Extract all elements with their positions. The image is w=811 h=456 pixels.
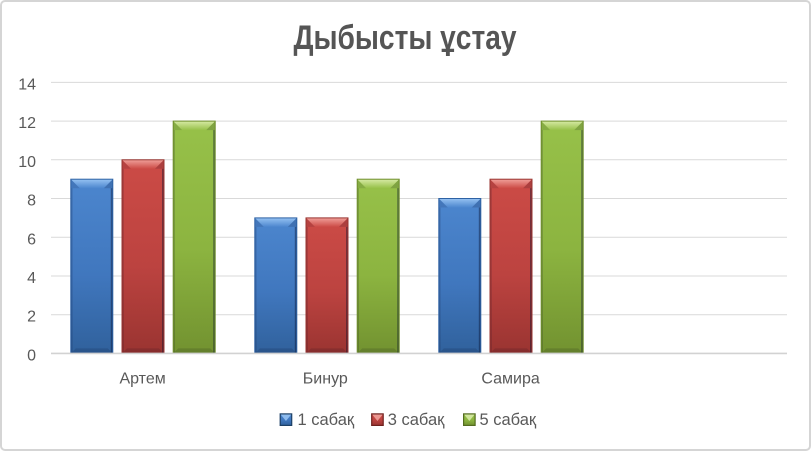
- svg-text:6: 6: [27, 231, 36, 248]
- svg-text:Бинур: Бинур: [303, 371, 348, 388]
- svg-text:2: 2: [27, 309, 36, 326]
- svg-text:Дыбысты ұстау: Дыбысты ұстау: [294, 19, 517, 57]
- svg-text:3 сабақ: 3 сабақ: [388, 411, 445, 429]
- svg-text:8: 8: [27, 193, 36, 210]
- svg-text:10: 10: [18, 154, 36, 171]
- svg-text:4: 4: [27, 270, 36, 287]
- svg-text:0: 0: [27, 347, 36, 364]
- svg-text:1 сабақ: 1 сабақ: [298, 411, 355, 429]
- svg-text:Самира: Самира: [481, 371, 539, 388]
- svg-text:12: 12: [18, 115, 36, 132]
- svg-text:14: 14: [18, 76, 36, 93]
- svg-text:Артем: Артем: [119, 371, 165, 388]
- svg-text:5 сабақ: 5 сабақ: [480, 411, 537, 429]
